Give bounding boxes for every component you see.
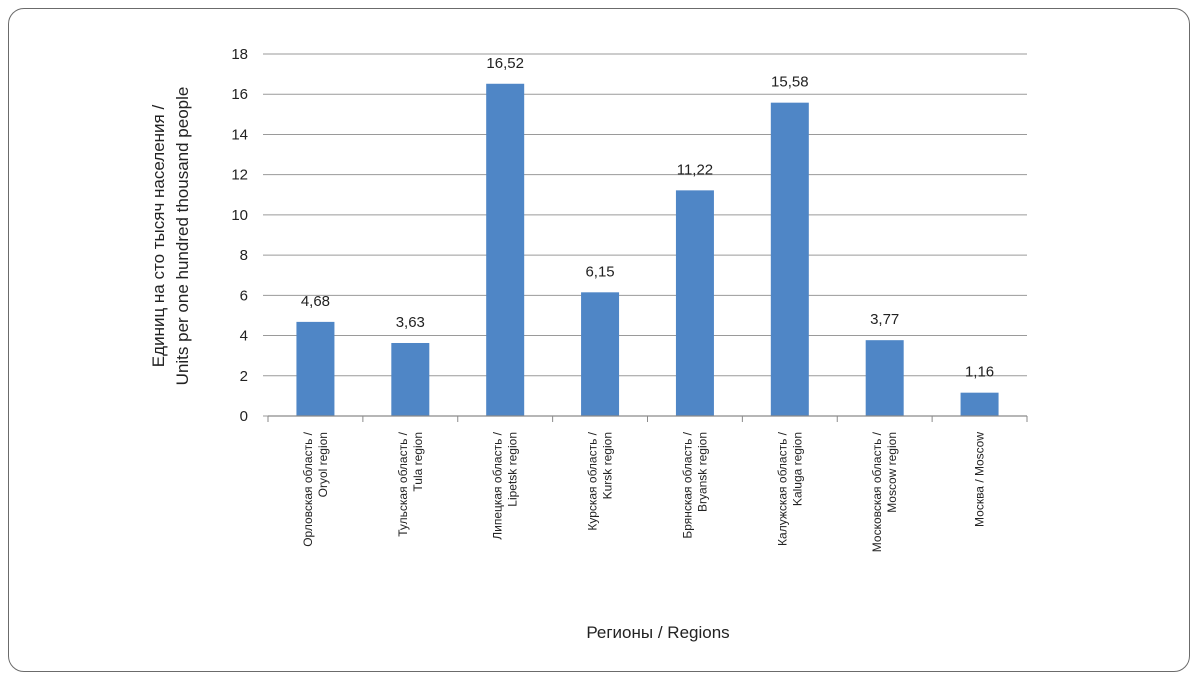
y-axis-ticks: 0 2 4 6 8 10 12 14 16 18: [231, 46, 248, 425]
x-axis-title: Регионы / Regions: [586, 623, 729, 642]
data-label: 3,63: [396, 314, 425, 331]
x-category-label: Москва / Moscow: [973, 432, 987, 527]
bar: [296, 321, 335, 416]
bar: [865, 340, 904, 416]
x-category-label-line: Тульская область /: [396, 431, 410, 536]
x-category-label-line: Oryol region: [316, 432, 330, 497]
y-tick-label: 4: [240, 328, 248, 345]
x-category-label: Липецкая область / Lipetsk region: [491, 431, 520, 539]
x-category-label: Тульская область / Tula region: [396, 431, 425, 536]
data-label: 11,22: [677, 161, 713, 178]
y-tick-label: 10: [231, 207, 248, 224]
data-label: 16,52: [486, 55, 524, 72]
y-axis-title-line: Units per one hundred thousand people: [173, 87, 192, 386]
x-axis-category-labels: Орловская область / Oryol region Тульская …: [301, 431, 987, 552]
x-category-label: Московская область / Moscow region: [870, 431, 899, 552]
x-category-label: Калужская область / Kaluga region: [775, 431, 804, 546]
x-category-label-line: Moscow region: [885, 432, 899, 513]
data-label: 6,15: [585, 263, 614, 280]
y-tick-label: 6: [240, 287, 248, 304]
y-tick-label: 16: [231, 86, 248, 103]
bar: [770, 102, 809, 417]
y-axis-title: Единиц на сто тысяч населения / Units per…: [149, 87, 192, 386]
y-tick-label: 14: [231, 126, 248, 143]
y-tick-label: 18: [231, 46, 248, 63]
data-labels: 4,68 3,63 16,52 6,15 11,22 15,58 3,77 1,16: [301, 55, 994, 381]
y-tick-label: 2: [240, 368, 248, 385]
x-category-label-line: Московская область /: [870, 431, 884, 552]
gridlines: [263, 53, 1027, 417]
bar: [391, 342, 430, 416]
data-label: 4,68: [301, 293, 330, 310]
x-category-label-line: Bryansk region: [695, 432, 709, 512]
bar: [486, 83, 525, 417]
data-label: 15,58: [771, 74, 809, 91]
x-category-label: Орловская область / Oryol region: [301, 431, 330, 546]
bar: [581, 292, 620, 416]
y-tick-label: 8: [240, 247, 248, 264]
y-tick-label: 0: [240, 408, 248, 425]
y-axis-title-line: Единиц на сто тысяч населения /: [149, 105, 168, 368]
x-axis: [267, 415, 1028, 422]
bars: [296, 83, 999, 417]
data-label: 1,16: [965, 364, 994, 381]
x-category-label-line: Липецкая область /: [491, 431, 505, 539]
x-category-label-line: Kursk region: [601, 432, 615, 499]
bar: [675, 190, 714, 416]
y-tick-label: 12: [231, 167, 248, 184]
x-category-label-line: Москва / Moscow: [973, 432, 987, 527]
x-category-label: Брянская область / Bryansk region: [680, 431, 709, 538]
x-category-label-line: Kaluga region: [790, 432, 804, 506]
x-category-label-line: Орловская область /: [301, 431, 315, 546]
x-category-label-line: Lipetsk region: [506, 432, 520, 507]
x-category-label: Курская область / Kursk region: [586, 431, 615, 530]
data-label: 3,77: [870, 311, 899, 328]
x-category-label-line: Tula region: [411, 432, 425, 492]
bar: [960, 392, 999, 416]
x-category-label-line: Калужская область /: [775, 431, 789, 546]
x-category-label-line: Курская область /: [586, 431, 600, 530]
x-category-label-line: Брянская область /: [680, 431, 694, 538]
